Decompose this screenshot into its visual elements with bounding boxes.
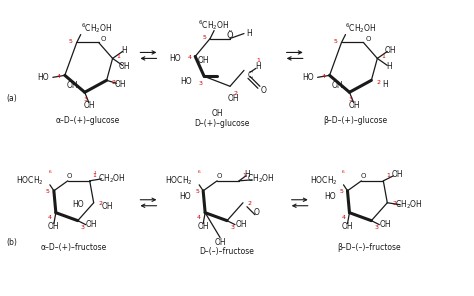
- Text: 2: 2: [248, 201, 252, 206]
- Text: β–D–(+)–glucose: β–D–(+)–glucose: [323, 116, 388, 125]
- Text: OH: OH: [227, 94, 239, 103]
- Text: C: C: [247, 71, 253, 80]
- Text: α–D–(+)–fructose: α–D–(+)–fructose: [41, 243, 107, 252]
- Text: 1: 1: [382, 54, 385, 59]
- Text: H: H: [383, 80, 388, 89]
- Text: 3: 3: [198, 81, 202, 86]
- Text: 4: 4: [187, 55, 191, 60]
- Text: 5: 5: [334, 39, 337, 44]
- Text: 2: 2: [376, 80, 380, 85]
- Text: 5: 5: [339, 189, 344, 194]
- Text: 5: 5: [69, 39, 73, 44]
- Text: $^6$CH$_2$OH: $^6$CH$_2$OH: [81, 21, 112, 35]
- Text: 3: 3: [230, 225, 234, 230]
- Text: OH: OH: [67, 81, 79, 90]
- Text: OH: OH: [384, 46, 396, 55]
- Text: OH: OH: [214, 238, 226, 247]
- Text: HOCH$_2$: HOCH$_2$: [165, 175, 193, 187]
- Text: $^6$: $^6$: [48, 169, 52, 174]
- Text: 4: 4: [48, 215, 52, 220]
- Text: 4: 4: [197, 215, 201, 220]
- Text: (a): (a): [6, 94, 17, 103]
- Text: 2: 2: [111, 80, 116, 85]
- Text: HOCH$_2$: HOCH$_2$: [16, 175, 44, 187]
- Text: Ö: Ö: [227, 31, 233, 40]
- Text: HO: HO: [302, 73, 314, 82]
- Text: OH: OH: [211, 109, 223, 118]
- Text: $^6$CH$_2$OH: $^6$CH$_2$OH: [346, 21, 377, 35]
- Text: O: O: [217, 173, 222, 179]
- Text: H: H: [386, 62, 392, 71]
- Text: (b): (b): [6, 238, 17, 247]
- Text: 2: 2: [233, 91, 237, 96]
- Text: O: O: [361, 173, 366, 179]
- Text: $^6$: $^6$: [197, 169, 201, 174]
- Text: OH: OH: [197, 56, 209, 65]
- Text: OH: OH: [342, 222, 353, 231]
- Text: 2: 2: [99, 201, 103, 206]
- Text: 1: 1: [386, 173, 390, 178]
- Text: HO: HO: [37, 73, 49, 82]
- Text: OH: OH: [115, 80, 127, 89]
- Text: 3: 3: [348, 97, 353, 102]
- Text: $^6$CH$_2$OH: $^6$CH$_2$OH: [198, 18, 230, 32]
- Text: OH: OH: [235, 220, 247, 229]
- Text: HO: HO: [180, 192, 191, 201]
- Text: CH$_2$OH: CH$_2$OH: [247, 173, 275, 185]
- Text: O: O: [67, 173, 73, 179]
- Text: 1: 1: [256, 58, 260, 63]
- Text: H: H: [255, 62, 261, 71]
- Text: O: O: [261, 86, 267, 95]
- Text: β–D–(–)–fructose: β–D–(–)–fructose: [337, 243, 401, 252]
- Text: O: O: [254, 208, 260, 217]
- Text: 5: 5: [46, 189, 50, 194]
- Text: 2: 2: [392, 201, 396, 206]
- Text: 4: 4: [321, 74, 326, 79]
- Text: OH: OH: [48, 222, 60, 231]
- Text: HO: HO: [72, 200, 84, 209]
- Text: H: H: [122, 46, 128, 55]
- Text: 3: 3: [81, 225, 85, 230]
- Text: $^1$: $^1$: [93, 170, 98, 176]
- Text: OH: OH: [118, 62, 130, 71]
- Text: CH$_2$OH: CH$_2$OH: [395, 199, 423, 211]
- Text: OH: OH: [392, 170, 403, 179]
- Text: 3: 3: [374, 225, 378, 230]
- Text: $^6$: $^6$: [341, 169, 346, 174]
- Text: α–D–(+)–glucose: α–D–(+)–glucose: [55, 116, 120, 125]
- Text: 4: 4: [57, 74, 61, 79]
- Text: OH: OH: [380, 220, 391, 229]
- Text: OH: OH: [86, 220, 98, 229]
- Text: OH: OH: [349, 101, 360, 110]
- Text: 1: 1: [242, 173, 246, 178]
- Text: 5: 5: [195, 189, 199, 194]
- Text: OH: OH: [84, 101, 95, 110]
- Text: 4: 4: [341, 215, 346, 220]
- Text: OH: OH: [102, 202, 113, 211]
- Text: HO: HO: [170, 54, 181, 63]
- Text: OH: OH: [197, 222, 209, 231]
- Text: HO: HO: [324, 192, 336, 201]
- Text: D–(+)–glucose: D–(+)–glucose: [194, 119, 250, 128]
- Text: HOCH$_2$: HOCH$_2$: [310, 175, 337, 187]
- Text: 1: 1: [93, 173, 97, 178]
- Text: OH: OH: [332, 81, 343, 90]
- Text: 3: 3: [84, 97, 88, 102]
- Text: O: O: [366, 36, 371, 41]
- Text: HO: HO: [181, 77, 192, 86]
- Text: CH$_2$OH: CH$_2$OH: [98, 173, 126, 185]
- Text: 5: 5: [202, 35, 206, 40]
- Text: 1: 1: [117, 54, 120, 59]
- Text: H: H: [244, 170, 250, 179]
- Text: H: H: [246, 29, 252, 38]
- Text: O: O: [101, 36, 106, 41]
- Text: D–(–)–fructose: D–(–)–fructose: [200, 247, 255, 256]
